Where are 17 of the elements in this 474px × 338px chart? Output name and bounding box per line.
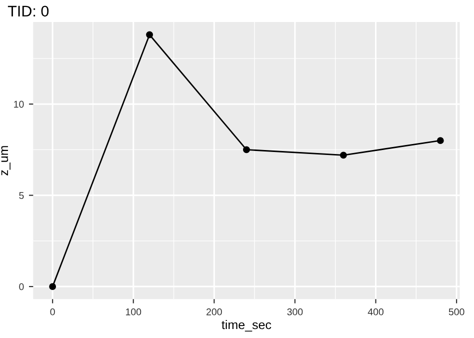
y-axis-title: z_um <box>1 146 10 176</box>
x-tick-label: 500 <box>448 308 464 316</box>
x-tick-label: 300 <box>287 308 303 316</box>
x-tick-label: 0 <box>50 308 55 316</box>
x-axis-title: time_sec <box>222 320 272 332</box>
x-tick-label: 400 <box>368 308 384 316</box>
y-tick-label: 10 <box>14 100 24 108</box>
chart-title: TID: 0 <box>8 6 49 17</box>
point <box>340 152 347 159</box>
point <box>49 283 56 290</box>
y-tick-label: 0 <box>19 283 24 290</box>
point <box>243 146 250 154</box>
x-tick-label: 100 <box>126 308 142 316</box>
y-tick-label: 5 <box>19 192 24 199</box>
x-tick-label: 200 <box>206 308 222 316</box>
point <box>436 137 444 144</box>
point <box>146 31 153 38</box>
